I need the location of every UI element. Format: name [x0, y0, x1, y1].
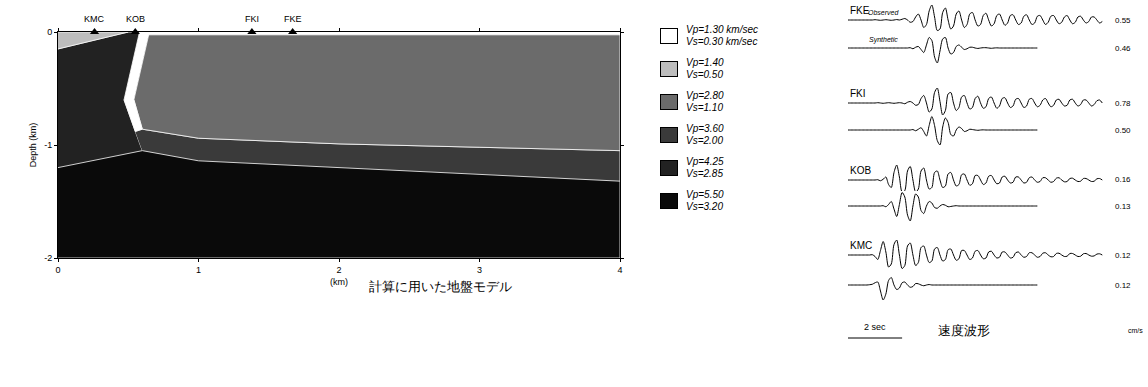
- svg-text:FKE: FKE: [850, 5, 870, 16]
- html-text:Vp=3.60: Vp=3.60: [686, 123, 724, 134]
- svg-text:Synthetic: Synthetic: [869, 36, 898, 44]
- svg-text:KOB: KOB: [126, 14, 145, 24]
- svg-text:0: 0: [47, 27, 52, 37]
- svg-text:0.46: 0.46: [1115, 44, 1131, 53]
- svg-text:0.12: 0.12: [1115, 251, 1131, 260]
- html-text:Vs=2.85: Vs=2.85: [686, 168, 723, 179]
- html-text:Vs=3.20: Vs=3.20: [686, 201, 723, 212]
- html-text:Vp=5.50: Vp=5.50: [686, 189, 724, 200]
- svg-text:FKE: FKE: [284, 14, 302, 24]
- svg-text:FKI: FKI: [850, 88, 866, 99]
- svg-text:0.78: 0.78: [1115, 99, 1131, 108]
- svg-text:Observed: Observed: [868, 9, 899, 16]
- svg-text:-1: -1: [44, 140, 52, 150]
- svg-text:3: 3: [477, 265, 482, 275]
- html-text:計算に用いた地盤モデル: 計算に用いた地盤モデル: [368, 279, 512, 294]
- svg-text:0.50: 0.50: [1115, 126, 1131, 135]
- svg-text:0.55: 0.55: [1115, 16, 1131, 25]
- svg-text:1: 1: [196, 265, 201, 275]
- svg-text:KOB: KOB: [850, 165, 871, 176]
- html-text:Vs=0.30 km/sec: Vs=0.30 km/sec: [686, 36, 758, 47]
- svg-text:2 sec: 2 sec: [864, 322, 886, 332]
- svg-text:-2: -2: [44, 253, 52, 263]
- svg-text:速度波形: 速度波形: [938, 323, 990, 338]
- html-text:Vp=1.30 km/sec: Vp=1.30 km/sec: [686, 24, 758, 35]
- html-text:Vp=4.25: Vp=4.25: [686, 156, 724, 167]
- svg-text:0: 0: [55, 265, 60, 275]
- svg-text:(km): (km): [330, 277, 348, 287]
- svg-text:2: 2: [336, 265, 341, 275]
- svg-text:Depth (km): Depth (km): [28, 123, 38, 168]
- svg-text:0.13: 0.13: [1115, 202, 1131, 211]
- svg-text:0.16: 0.16: [1115, 175, 1131, 184]
- svg-text:FKI: FKI: [245, 14, 259, 24]
- svg-text:4: 4: [617, 265, 622, 275]
- html-text:Vs=2.00: Vs=2.00: [686, 135, 723, 146]
- svg-text:KMC: KMC: [850, 240, 872, 251]
- html-text:Vp=1.40: Vp=1.40: [686, 57, 724, 68]
- svg-text:0.12: 0.12: [1115, 281, 1131, 290]
- html-text:Vs=1.10: Vs=1.10: [686, 102, 723, 113]
- html-text:Vs=0.50: Vs=0.50: [686, 69, 723, 80]
- html-text:Vp=2.80: Vp=2.80: [686, 90, 724, 101]
- svg-text:cm/s: cm/s: [1128, 327, 1143, 334]
- svg-text:KMC: KMC: [84, 14, 105, 24]
